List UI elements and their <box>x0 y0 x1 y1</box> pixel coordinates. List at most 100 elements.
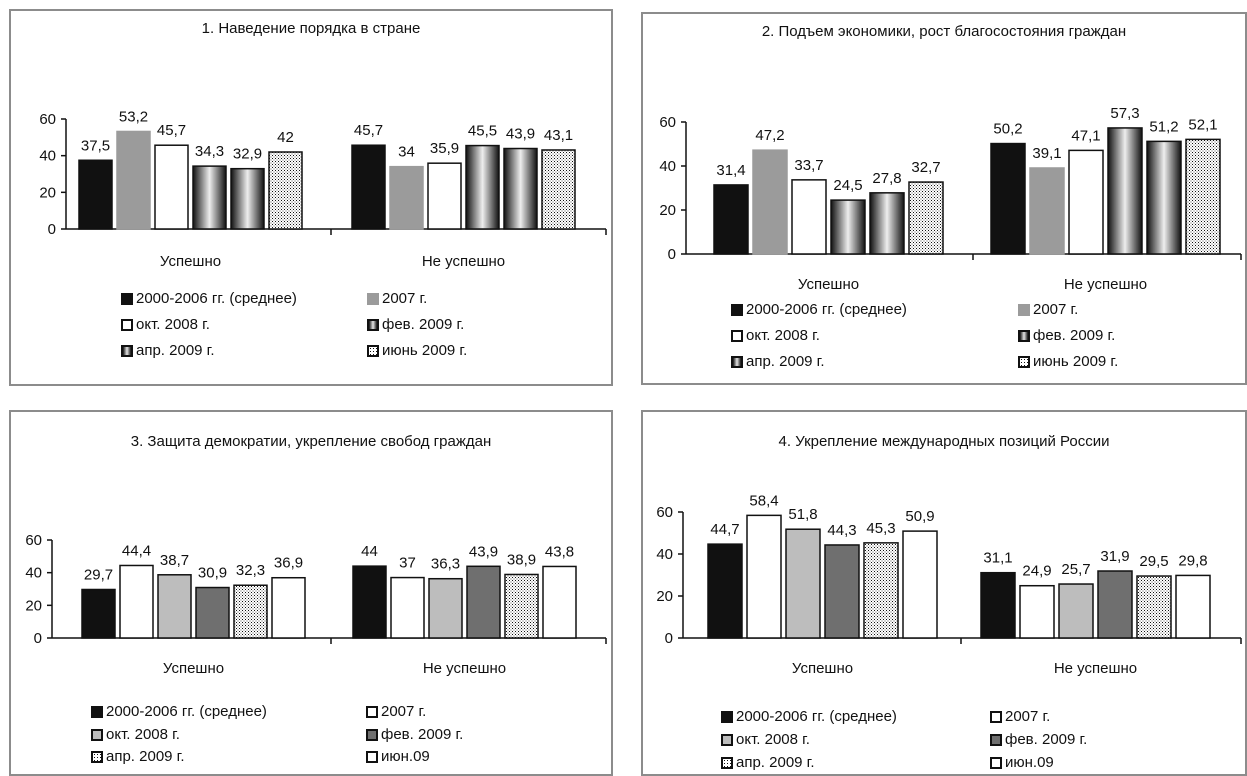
legend-swatch <box>731 330 743 342</box>
bar <box>351 144 386 230</box>
legend-label: апр. 2009 г. <box>136 342 215 359</box>
legend-item: апр. 2009 г. <box>121 342 215 360</box>
legend-label: окт. 2008 г. <box>136 316 210 333</box>
legend-item: июнь 2009 г. <box>367 342 467 360</box>
data-label: 32,9 <box>233 146 262 163</box>
legend-label: окт. 2008 г. <box>746 327 820 344</box>
legend-swatch <box>721 711 733 723</box>
legend-label: апр. 2009 г. <box>106 748 185 765</box>
data-label: 27,8 <box>872 170 901 187</box>
legend-swatch <box>366 751 378 763</box>
data-label: 45,7 <box>354 122 383 139</box>
bar <box>195 586 230 639</box>
legend-item: 2000-2006 гг. (среднее) <box>91 703 267 721</box>
legend-swatch <box>1018 304 1030 316</box>
chart-title: 2. Подъем экономики, рост благосостояния… <box>762 23 1126 40</box>
bar <box>869 192 905 255</box>
data-label: 44,3 <box>827 522 856 539</box>
bar <box>116 130 151 230</box>
data-label: 57,3 <box>1110 105 1139 122</box>
legend-swatch <box>721 757 733 769</box>
legend-item: фев. 2009 г. <box>366 726 463 744</box>
data-label: 32,3 <box>236 562 265 579</box>
legend-swatch <box>121 319 133 331</box>
legend-label: 2007 г. <box>1005 708 1051 725</box>
legend-swatch <box>731 356 743 368</box>
data-label: 39,1 <box>1032 145 1061 162</box>
bar <box>863 542 899 639</box>
legend-swatch <box>1018 356 1030 368</box>
y-tick-label: 0 <box>48 221 56 238</box>
bar <box>1097 570 1133 639</box>
legend-item: окт. 2008 г. <box>91 726 180 744</box>
legend-item: апр. 2009 г. <box>721 754 815 772</box>
legend-swatch <box>91 729 103 741</box>
y-tick-label: 20 <box>659 202 676 219</box>
data-label: 29,7 <box>84 566 113 583</box>
y-tick-label: 60 <box>656 504 673 521</box>
data-label: 43,9 <box>506 126 535 143</box>
legend-swatch <box>990 711 1002 723</box>
bar <box>389 165 424 230</box>
data-label: 31,9 <box>1100 548 1129 565</box>
y-tick-label: 60 <box>25 532 42 549</box>
data-label: 47,1 <box>1071 127 1100 144</box>
chart-panel-4: 4. Укрепление международных позиций Росс… <box>641 410 1247 776</box>
legend-swatch <box>121 345 133 357</box>
data-label: 30,9 <box>198 565 227 582</box>
bar-chart: 2. Подъем экономики, рост благосостояния… <box>659 23 1242 293</box>
legend-label: фев. 2009 г. <box>382 316 465 333</box>
bar <box>192 165 227 230</box>
category-label: Успешно <box>798 276 859 293</box>
legend-item: 2000-2006 гг. (среднее) <box>731 301 907 319</box>
legend-item: 2007 г. <box>990 708 1050 726</box>
legend-swatch <box>91 751 103 763</box>
data-label: 51,2 <box>1149 118 1178 135</box>
y-tick-label: 20 <box>25 597 42 614</box>
legend-label: июнь 2009 г. <box>1033 353 1119 370</box>
legend-item: 2000-2006 гг. (среднее) <box>121 290 297 308</box>
chart-panel-1: 1. Наведение порядка в стране 0 20 40 60 37,5… <box>9 9 613 386</box>
bar <box>1019 584 1055 639</box>
bar <box>990 142 1026 255</box>
legend-label: июн.09 <box>381 748 430 765</box>
bar <box>752 149 788 255</box>
bar-chart: 3. Защита демократии, укрепление свобод … <box>25 433 607 677</box>
bar <box>791 179 827 255</box>
legend-label: июн.09 <box>1005 754 1054 771</box>
chart-panel-2: 2. Подъем экономики, рост благосостояния… <box>641 12 1247 385</box>
data-label: 29,8 <box>1178 552 1207 569</box>
legend-swatch <box>91 706 103 718</box>
data-label: 32,7 <box>911 159 940 176</box>
data-label: 51,8 <box>788 506 817 523</box>
bar <box>1107 127 1143 255</box>
legend-item: фев. 2009 г. <box>1018 327 1115 345</box>
data-label: 43,9 <box>469 543 498 560</box>
bar <box>541 149 576 230</box>
legend-item: 2007 г. <box>366 703 426 721</box>
data-label: 38,7 <box>160 552 189 569</box>
data-label: 44,4 <box>122 542 151 559</box>
data-label: 52,1 <box>1188 116 1217 133</box>
legend-swatch <box>366 729 378 741</box>
bar <box>707 543 743 639</box>
y-tick-label: 40 <box>659 158 676 175</box>
data-label: 33,7 <box>794 157 823 174</box>
legend-item: окт. 2008 г. <box>121 316 210 334</box>
data-label: 45,7 <box>157 122 186 139</box>
data-label: 50,9 <box>905 508 934 525</box>
chart-title: 4. Укрепление международных позиций Росс… <box>779 433 1110 450</box>
data-label: 58,4 <box>749 492 778 509</box>
bar <box>746 514 782 639</box>
data-label: 50,2 <box>993 121 1022 138</box>
legend-item: июн.09 <box>990 754 1054 772</box>
y-tick-label: 40 <box>25 565 42 582</box>
bar <box>542 565 577 639</box>
bar <box>233 584 268 639</box>
data-label: 29,5 <box>1139 553 1168 570</box>
data-label: 36,9 <box>274 555 303 572</box>
legend-label: апр. 2009 г. <box>746 353 825 370</box>
legend-swatch <box>367 319 379 331</box>
category-label: Успешно <box>163 660 224 677</box>
legend-label: 2000-2006 гг. (среднее) <box>736 708 897 725</box>
